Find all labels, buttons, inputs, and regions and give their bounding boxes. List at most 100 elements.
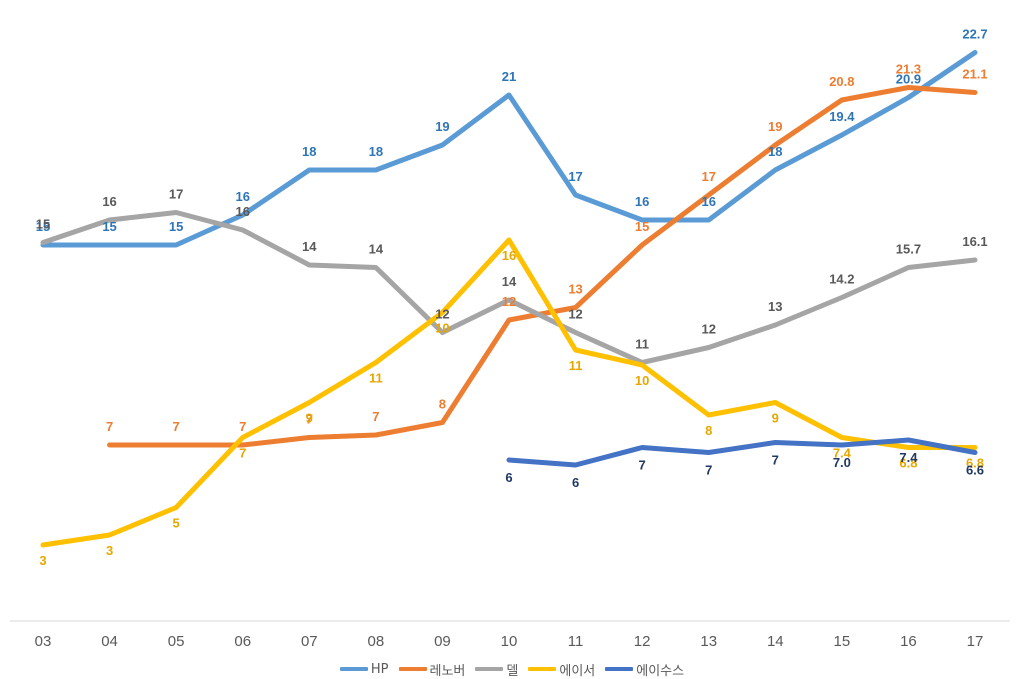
- data-label-asus-13: 7: [705, 463, 712, 478]
- data-label-asus-16: 7.4: [899, 450, 918, 465]
- data-label-dell-15: 14.2: [829, 272, 854, 287]
- data-label-lenovo-09: 8: [439, 397, 446, 412]
- data-label-lenovo-11: 13: [568, 282, 582, 297]
- data-label-lenovo-14: 19: [768, 119, 782, 134]
- data-label-acer-13: 8: [705, 423, 712, 438]
- data-label-acer-10: 16: [502, 248, 516, 263]
- legend-label-lenovo: 레노버: [429, 663, 466, 679]
- data-label-acer-07: 9: [306, 411, 313, 426]
- x-tick-label-04: 04: [101, 633, 118, 650]
- data-label-acer-09: 10: [435, 321, 449, 336]
- data-label-asus-11: 6: [572, 475, 579, 490]
- legend-swatch-lenovo: [398, 667, 427, 671]
- data-label-acer-08: 11: [369, 371, 383, 386]
- x-tick-label-09: 09: [434, 633, 451, 650]
- x-tick-label-07: 07: [301, 633, 318, 650]
- legend-label-asus: 에이수스: [636, 663, 685, 679]
- data-label-acer-06: 7: [239, 446, 246, 461]
- data-label-lenovo-05: 7: [173, 419, 180, 434]
- data-label-hp-12: 16: [635, 194, 649, 209]
- data-label-lenovo-16: 21.3: [896, 62, 921, 77]
- legend-label-acer: 에이서: [559, 663, 596, 679]
- data-label-dell-09: 12: [435, 307, 449, 322]
- data-label-dell-05: 17: [169, 187, 183, 202]
- x-tick-label-16: 16: [900, 633, 917, 650]
- x-tick-label-13: 13: [700, 633, 717, 650]
- legend-label-dell: 델: [506, 663, 519, 679]
- data-label-lenovo-08: 7: [372, 409, 379, 424]
- data-label-dell-03: 15: [36, 217, 50, 232]
- x-tick-label-08: 08: [368, 633, 385, 650]
- legend-swatch-dell: [475, 667, 504, 671]
- data-label-hp-11: 17: [568, 169, 582, 184]
- data-label-dell-06: 16: [235, 204, 249, 219]
- legend-item-lenovo: 레노버: [398, 660, 466, 679]
- data-label-dell-04: 16: [102, 194, 116, 209]
- data-label-dell-08: 14: [369, 242, 384, 257]
- data-label-hp-07: 18: [302, 144, 316, 159]
- data-label-acer-16: 6.8: [899, 456, 917, 471]
- data-label-asus-15: 7.0: [833, 455, 851, 470]
- data-label-hp-17: 22.7: [962, 27, 987, 42]
- legend-swatch-asus: [605, 667, 634, 671]
- data-label-hp-06: 16: [235, 189, 249, 204]
- data-label-dell-12: 11: [635, 337, 649, 352]
- data-label-acer-03: 3: [39, 553, 46, 568]
- data-label-asus-10: 6: [505, 470, 512, 485]
- data-label-dell-13: 12: [701, 322, 715, 337]
- data-label-lenovo-15: 20.8: [829, 74, 854, 89]
- data-label-hp-16: 20.9: [896, 72, 921, 87]
- series-line-asus: [506, 437, 978, 468]
- data-label-acer-11: 11: [569, 358, 583, 373]
- x-tick-label-11: 11: [568, 633, 584, 650]
- data-label-hp-15: 19.4: [829, 109, 855, 124]
- data-label-hp-10: 21: [502, 69, 516, 84]
- data-label-lenovo-04: 7: [106, 419, 113, 434]
- data-label-dell-10: 14: [502, 274, 517, 289]
- data-label-hp-05: 15: [169, 219, 183, 234]
- data-label-dell-17: 16.1: [962, 234, 987, 249]
- data-label-hp-03: 15: [36, 219, 50, 234]
- x-tick-label-12: 12: [634, 633, 651, 650]
- data-label-acer-15: 7.4: [833, 446, 852, 461]
- data-label-lenovo-13: 17: [701, 169, 715, 184]
- data-label-hp-13: 16: [701, 194, 715, 209]
- data-label-acer-04: 3: [106, 543, 113, 558]
- x-tick-label-17: 17: [967, 633, 984, 650]
- data-label-lenovo-12: 15: [635, 219, 649, 234]
- data-label-lenovo-07: 7: [306, 412, 313, 427]
- data-label-lenovo-06: 7: [239, 419, 246, 434]
- legend-label-hp: HP: [370, 661, 389, 677]
- data-label-dell-16: 15.7: [896, 242, 921, 257]
- legend-swatch-hp: [339, 667, 368, 671]
- series-line-dell: [40, 210, 978, 365]
- data-label-hp-04: 15: [102, 219, 116, 234]
- data-label-hp-14: 18: [768, 144, 782, 159]
- data-label-acer-17: 6.8: [966, 456, 984, 471]
- data-label-dell-07: 14: [302, 239, 317, 254]
- data-label-acer-12: 10: [635, 373, 649, 388]
- data-label-dell-14: 13: [768, 299, 782, 314]
- data-label-asus-12: 7: [639, 458, 646, 473]
- legend: HP 레노버 델 에이서 에이수스: [0, 660, 1024, 679]
- data-label-lenovo-17: 21.1: [962, 67, 987, 82]
- legend-item-dell: 델: [475, 660, 518, 679]
- legend-item-acer: 에이서: [528, 660, 595, 679]
- data-label-asus-14: 7: [772, 453, 779, 468]
- x-tick-label-10: 10: [501, 633, 518, 650]
- data-label-hp-09: 19: [435, 119, 449, 134]
- legend-item-asus: 에이수스: [605, 660, 684, 679]
- data-label-hp-08: 18: [369, 144, 383, 159]
- x-tick-label-14: 14: [767, 633, 784, 650]
- data-label-dell-11: 12: [568, 307, 582, 322]
- legend-swatch-acer: [528, 667, 557, 671]
- series-layer: [40, 50, 978, 548]
- data-label-acer-14: 9: [772, 411, 779, 426]
- x-tick-label-06: 06: [234, 633, 251, 650]
- x-tick-layer: 03 04 05 06 07 08 09 10 11 12 13 14 15 16 17: [35, 633, 984, 650]
- x-tick-label-15: 15: [834, 633, 851, 650]
- series-line-acer: [40, 237, 978, 548]
- data-label-acer-05: 5: [173, 516, 180, 531]
